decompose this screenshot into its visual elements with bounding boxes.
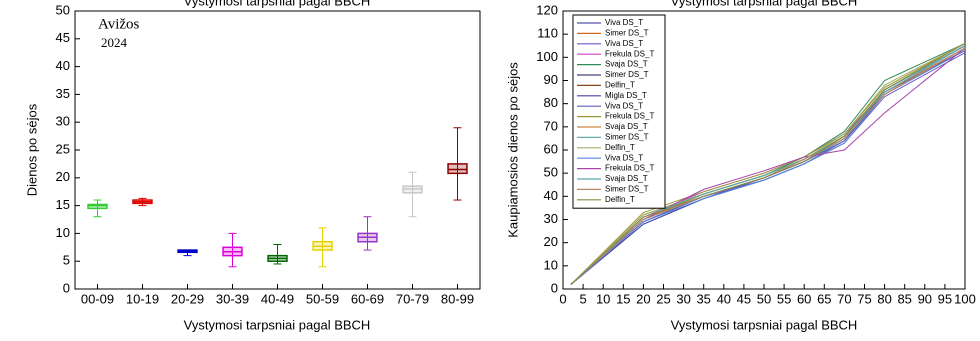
x-tick-label: 15: [616, 291, 630, 306]
y-tick-label: 110: [537, 26, 558, 41]
y-tick-label: 80: [544, 95, 558, 110]
legend-label: Delfin_T: [605, 81, 635, 90]
y-tick-label: 0: [551, 280, 558, 295]
x-tick-label: 25: [656, 291, 670, 306]
series-line: [570, 47, 966, 285]
y-tick-label: 30: [544, 211, 558, 226]
series-line: [570, 47, 966, 285]
legend-box: [572, 14, 666, 209]
box: [447, 163, 468, 175]
y-axis-label: Kaupiamosios dienos po sėjos: [505, 62, 520, 238]
x-tick-label: 40-49: [261, 291, 294, 306]
legend-label: Svaja DS_T: [605, 174, 648, 183]
series-line: [570, 42, 966, 285]
y-tick-label: 20: [56, 169, 70, 184]
y-tick-label: 50: [544, 165, 558, 180]
y-axis-label: Dienos po sėjos: [24, 103, 39, 196]
x-tick-label: 80-99: [441, 291, 474, 306]
y-tick-label: 40: [56, 58, 70, 73]
legend-label: Delfin_T: [605, 143, 635, 152]
y-tick-label: 60: [544, 141, 558, 156]
legend-label: Migla DS_T: [605, 91, 647, 100]
chart-title: Vystymosi tarpsniai pagal BBCH: [184, 0, 371, 8]
legend-label: Svaja DS_T: [605, 60, 648, 69]
x-tick-label: 20: [636, 291, 650, 306]
y-tick-label: 35: [56, 86, 70, 101]
x-tick-label: 30: [676, 291, 690, 306]
legend-label: Frekula DS_T: [605, 112, 654, 121]
legend-label: Svaja DS_T: [605, 122, 648, 131]
x-tick-label: 95: [938, 291, 952, 306]
x-axis-label: Vystymosi tarpsniai pagal BBCH: [184, 317, 371, 332]
x-tick-label: 0: [559, 291, 566, 306]
x-tick-label: 60: [797, 291, 811, 306]
x-tick-label: 40: [717, 291, 731, 306]
x-tick-label: 10: [596, 291, 610, 306]
legend-label: Simer DS_T: [605, 70, 649, 79]
x-tick-label: 00-09: [81, 291, 114, 306]
y-tick-label: 40: [544, 188, 558, 203]
legend-label: Frekula DS_T: [605, 49, 654, 58]
y-tick-label: 25: [56, 141, 70, 156]
x-tick-label: 70: [837, 291, 851, 306]
x-tick-label: 55: [777, 291, 791, 306]
x-tick-label: 50-59: [306, 291, 339, 306]
x-tick-label: 85: [897, 291, 911, 306]
x-tick-label: 65: [817, 291, 831, 306]
x-tick-label: 20-29: [171, 291, 204, 306]
legend-label: Delfin_T: [605, 195, 635, 204]
x-tick-label: 70-79: [396, 291, 429, 306]
annotation: Avižos: [98, 16, 140, 32]
x-tick-label: 90: [918, 291, 932, 306]
legend-label: Viva DS_T: [605, 39, 643, 48]
legend-label: Simer DS_T: [605, 133, 649, 142]
y-tick-label: 90: [544, 72, 558, 87]
x-tick-label: 10-19: [126, 291, 159, 306]
legend-label: Viva DS_T: [605, 153, 643, 162]
x-tick-label: 30-39: [216, 291, 249, 306]
series-line: [570, 49, 966, 285]
y-tick-label: 30: [56, 114, 70, 129]
y-tick-label: 100: [536, 49, 558, 64]
x-tick-label: 60-69: [351, 291, 384, 306]
legend-label: Frekula DS_T: [605, 164, 654, 173]
y-tick-label: 15: [56, 197, 70, 212]
x-tick-label: 35: [696, 291, 710, 306]
x-axis-label: Vystymosi tarpsniai pagal BBCH: [671, 317, 858, 332]
legend-label: Viva DS_T: [605, 18, 643, 27]
annotation: 2024: [101, 35, 128, 50]
y-tick-label: 10: [544, 257, 558, 272]
legend-label: Simer DS_T: [605, 29, 649, 38]
y-tick-label: 50: [56, 2, 70, 17]
x-tick-label: 100: [954, 291, 976, 306]
y-tick-label: 5: [63, 253, 70, 268]
y-tick-label: 120: [536, 2, 558, 17]
legend-label: Viva DS_T: [605, 101, 643, 110]
chart-title: Vystymosi tarpsniai pagal BBCH: [671, 0, 858, 8]
box: [87, 203, 108, 210]
y-tick-label: 45: [56, 30, 70, 45]
x-tick-label: 5: [579, 291, 586, 306]
legend-label: Simer DS_T: [605, 185, 649, 194]
y-tick-label: 20: [544, 234, 558, 249]
series-line: [570, 43, 966, 285]
x-tick-label: 50: [757, 291, 771, 306]
y-tick-label: 10: [56, 225, 70, 240]
y-tick-label: 70: [544, 118, 558, 133]
y-tick-label: 0: [63, 280, 70, 295]
x-tick-label: 75: [857, 291, 871, 306]
x-tick-label: 45: [737, 291, 751, 306]
x-tick-label: 80: [877, 291, 891, 306]
